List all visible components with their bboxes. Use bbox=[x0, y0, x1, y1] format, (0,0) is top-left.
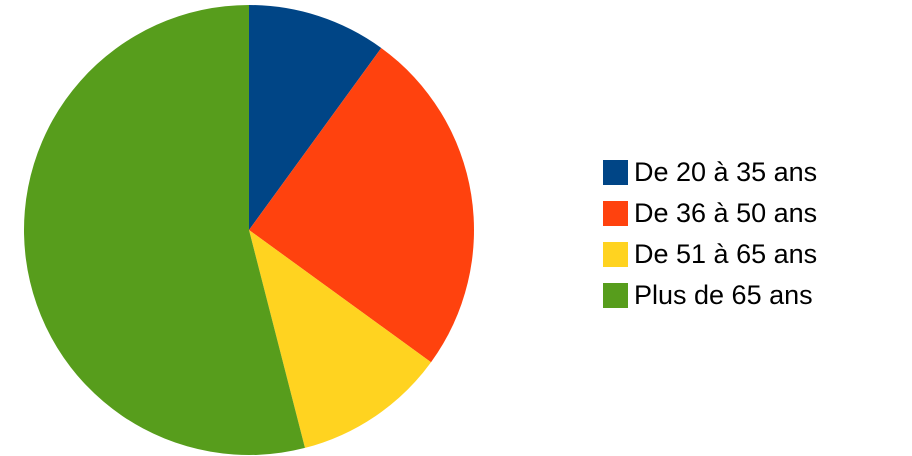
pie-slice-de-51-a-65-ans bbox=[249, 230, 432, 448]
legend-item-de-20-a-35-ans: De 20 à 35 ans bbox=[603, 152, 903, 193]
legend-label-de-20-a-35-ans: De 20 à 35 ans bbox=[634, 157, 818, 187]
pie-slice-de-36-a-50-ans bbox=[249, 47, 474, 363]
legend-swatch-de-36-a-50-ans bbox=[603, 201, 628, 226]
legend-swatch-de-51-a-65-ans bbox=[603, 242, 628, 267]
legend-swatch-plus-de-65-ans bbox=[603, 283, 628, 308]
pie-slice-plus-de-65-ans bbox=[24, 5, 305, 455]
legend-label-plus-de-65-ans: Plus de 65 ans bbox=[634, 280, 813, 310]
chart-legend: De 20 à 35 ans De 36 à 50 ans De 51 à 65… bbox=[603, 152, 903, 316]
legend-label-de-51-a-65-ans: De 51 à 65 ans bbox=[634, 239, 818, 269]
legend-item-de-51-a-65-ans: De 51 à 65 ans bbox=[603, 234, 903, 275]
legend-item-plus-de-65-ans: Plus de 65 ans bbox=[603, 275, 903, 316]
legend-item-de-36-a-50-ans: De 36 à 50 ans bbox=[603, 193, 903, 234]
legend-swatch-de-20-a-35-ans bbox=[603, 160, 628, 185]
pie-slices bbox=[24, 5, 474, 455]
legend-label-de-36-a-50-ans: De 36 à 50 ans bbox=[634, 198, 818, 228]
pie-slice-de-20-a-35-ans bbox=[249, 5, 382, 230]
